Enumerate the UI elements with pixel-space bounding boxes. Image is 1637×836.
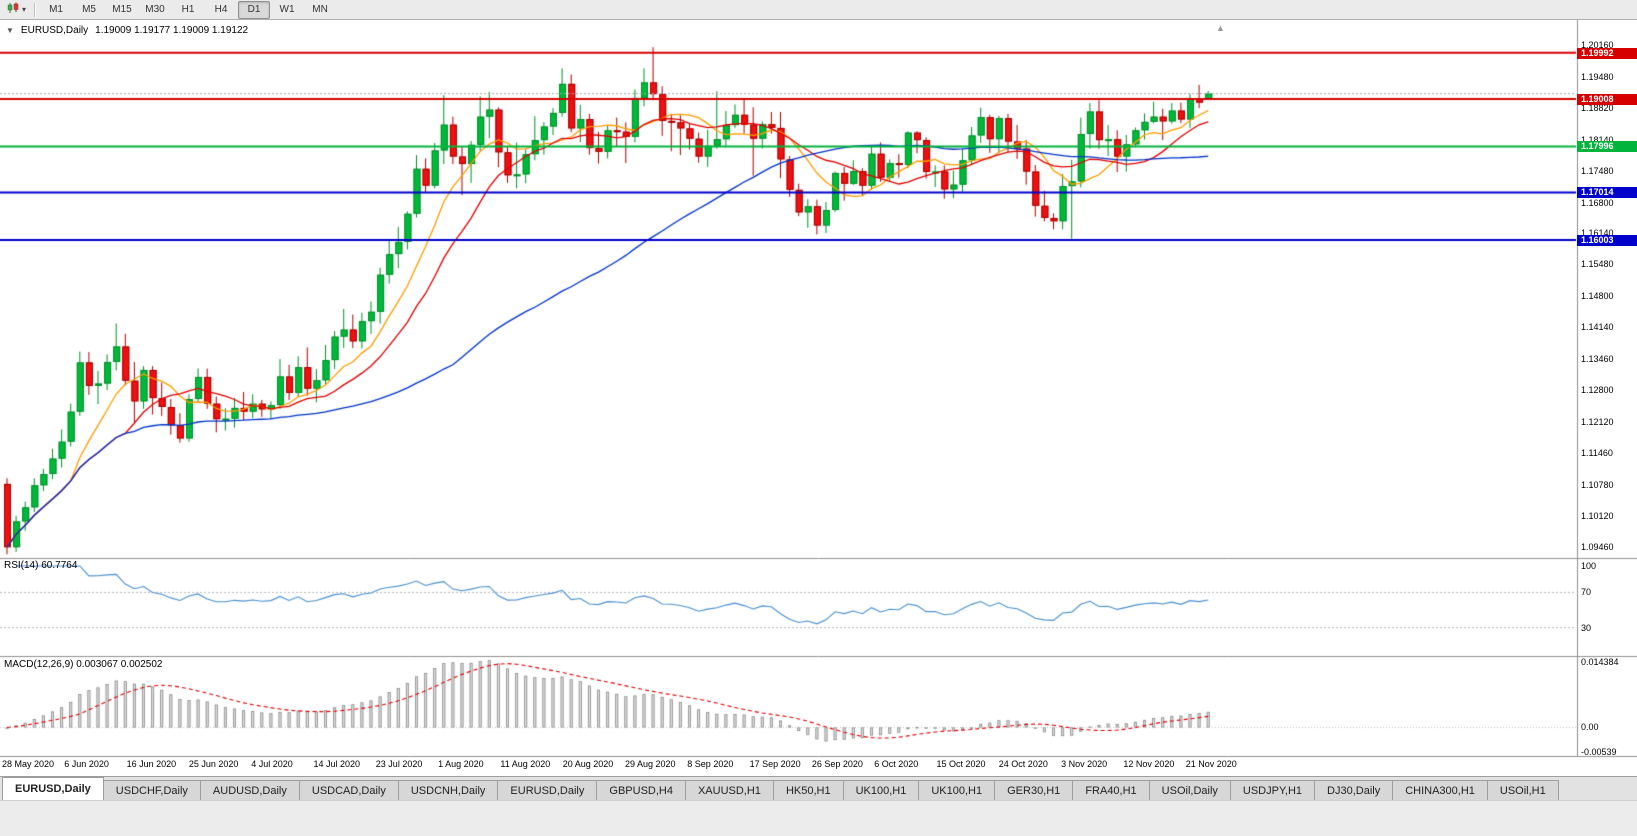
rsi-indicator-label: RSI(14) 60.7764 bbox=[4, 560, 78, 571]
date-axis-label: 16 Jun 2020 bbox=[126, 759, 177, 769]
chart-type-button[interactable]: ▾ bbox=[3, 2, 30, 18]
chart-tab[interactable]: USOil,H1 bbox=[1486, 780, 1559, 800]
price-axis-label: 1.10120 bbox=[1581, 511, 1614, 521]
macd-axis-label: 0.00 bbox=[1581, 722, 1599, 732]
price-axis-label: 1.14140 bbox=[1581, 322, 1614, 332]
date-axis-label: 15 Oct 2020 bbox=[936, 759, 986, 769]
toolbar-separator bbox=[34, 2, 37, 17]
date-axis-label: 24 Oct 2020 bbox=[998, 759, 1048, 769]
price-axis-label: 1.15480 bbox=[1581, 259, 1614, 269]
date-axis-label: 1 Aug 2020 bbox=[438, 759, 484, 769]
date-axis-label: 12 Nov 2020 bbox=[1123, 759, 1175, 769]
status-bar bbox=[0, 800, 1637, 836]
chart-tab[interactable]: GER30,H1 bbox=[994, 780, 1074, 800]
date-axis-label: 6 Oct 2020 bbox=[874, 759, 919, 769]
timeframe-button-m30[interactable]: M30 bbox=[145, 4, 165, 15]
rsi-axis-label: 70 bbox=[1581, 587, 1592, 597]
price-level-tag: 1.16003 bbox=[1577, 235, 1637, 246]
chart-tab[interactable]: EURUSD,Daily bbox=[2, 777, 104, 800]
price-axis-label: 1.20160 bbox=[1581, 40, 1614, 50]
chart-tab-bar: EURUSD,Daily USDCHF,Daily AUDUSD,Daily USDC… bbox=[0, 776, 1637, 800]
chart-tab[interactable]: AUDUSD,Daily bbox=[199, 780, 300, 800]
chart-tab[interactable]: GBPUSD,H4 bbox=[596, 780, 686, 800]
chart-tab[interactable]: USDCHF,Daily bbox=[102, 780, 201, 800]
rsi-axis-label: 30 bbox=[1581, 623, 1592, 633]
price-axis-label: 1.18820 bbox=[1581, 103, 1614, 113]
chevron-down-icon: ▾ bbox=[22, 4, 27, 14]
chart-title: ▼ EURUSD,Daily 1.19009 1.19177 1.19009 1… bbox=[6, 25, 248, 36]
price-axis-label: 1.12120 bbox=[1581, 417, 1614, 427]
chart-tab[interactable]: DJ30,Daily bbox=[1314, 780, 1394, 800]
timeframe-button-d1[interactable]: D1 bbox=[238, 0, 271, 19]
price-axis-label: 1.09460 bbox=[1581, 542, 1614, 552]
chart-symbol-label: EURUSD,Daily bbox=[20, 25, 89, 36]
chart-tab[interactable]: USOil,Daily bbox=[1148, 780, 1231, 800]
collapse-chart-icon[interactable]: ▼ bbox=[6, 26, 14, 35]
price-axis-label: 1.11460 bbox=[1581, 448, 1613, 458]
price-axis-label: 1.19480 bbox=[1581, 72, 1614, 82]
timeframe-button-h1[interactable]: H1 bbox=[181, 4, 195, 15]
date-axis-label: 20 Aug 2020 bbox=[562, 759, 614, 769]
price-axis-label: 1.13460 bbox=[1581, 354, 1614, 364]
price-axis-label: 1.18140 bbox=[1581, 135, 1614, 145]
date-axis-label: 3 Nov 2020 bbox=[1061, 759, 1108, 769]
price-axis-label: 1.16140 bbox=[1581, 228, 1614, 238]
chart-tab[interactable]: USDCNH,Daily bbox=[397, 780, 499, 800]
chart-tab[interactable]: UK100,H1 bbox=[842, 780, 920, 800]
price-level-tag: 1.19992 bbox=[1577, 48, 1637, 59]
chart-tab[interactable]: HK50,H1 bbox=[772, 780, 844, 800]
timeframe-buttons: M1 M5 M15 M30 H1 H4 D1 W1 MN bbox=[40, 0, 337, 19]
date-axis-label: 11 Aug 2020 bbox=[500, 759, 551, 769]
date-axis-label: 4 Jul 2020 bbox=[251, 759, 293, 769]
chart-tab[interactable]: CHINA300,H1 bbox=[1392, 780, 1488, 800]
date-axis-label: 23 Jul 2020 bbox=[375, 759, 423, 769]
macd-axis-label: 0.014384 bbox=[1581, 657, 1619, 667]
timeframe-button-m15[interactable]: M15 bbox=[112, 4, 132, 15]
date-axis-label: 25 Jun 2020 bbox=[188, 759, 239, 769]
chart-shift-marker-icon[interactable]: ▲ bbox=[1216, 23, 1225, 33]
price-axis-label: 1.10780 bbox=[1581, 480, 1614, 490]
date-axis-label: 8 Sep 2020 bbox=[687, 759, 734, 769]
price-level-tag: 1.19008 bbox=[1577, 94, 1637, 105]
date-axis-label: 21 Nov 2020 bbox=[1185, 759, 1237, 769]
macd-axis-label: -0.00539 bbox=[1581, 747, 1617, 757]
timeframe-button-m1[interactable]: M1 bbox=[49, 4, 63, 15]
chart-tab[interactable]: FRA40,H1 bbox=[1072, 780, 1150, 800]
macd-indicator-label: MACD(12,26,9) 0.003067 0.002502 bbox=[4, 659, 163, 670]
price-level-tag: 1.17996 bbox=[1577, 141, 1637, 152]
chart-tab[interactable]: USDCAD,Daily bbox=[298, 780, 399, 800]
date-axis-label: 28 May 2020 bbox=[2, 759, 55, 769]
price-axis-label: 1.16800 bbox=[1581, 198, 1614, 208]
price-axis-label: 1.17480 bbox=[1581, 166, 1614, 176]
timeframe-button-m5[interactable]: M5 bbox=[82, 4, 96, 15]
chart-tab[interactable]: USDJPY,H1 bbox=[1229, 780, 1316, 800]
timeframe-button-w1[interactable]: W1 bbox=[279, 4, 295, 15]
date-axis-label: 17 Sep 2020 bbox=[749, 759, 801, 769]
timeframe-toolbar: ▾ M1 M5 M15 M30 H1 H4 D1 W1 MN bbox=[0, 0, 1637, 20]
price-level-tag: 1.17014 bbox=[1577, 187, 1637, 198]
chart-ohlc-values: 1.19009 1.19177 1.19009 1.19122 bbox=[95, 25, 249, 36]
date-axis-label: 29 Aug 2020 bbox=[625, 759, 676, 769]
chart-tab[interactable]: XAUUSD,H1 bbox=[684, 780, 774, 800]
candlestick-chart-icon bbox=[7, 1, 20, 19]
timeframe-button-h4[interactable]: H4 bbox=[214, 4, 228, 15]
chart-tab[interactable]: EURUSD,Daily bbox=[497, 780, 598, 800]
price-axis-label: 1.12800 bbox=[1581, 385, 1614, 395]
chart-tab[interactable]: UK100,H1 bbox=[918, 780, 996, 800]
timeframe-button-mn[interactable]: MN bbox=[312, 4, 328, 15]
date-axis-label: 14 Jul 2020 bbox=[313, 759, 361, 769]
date-axis-label: 6 Jun 2020 bbox=[64, 759, 109, 769]
date-axis-label: 26 Sep 2020 bbox=[811, 759, 863, 769]
price-axis-label: 1.14800 bbox=[1581, 291, 1614, 301]
rsi-axis-label: 100 bbox=[1581, 561, 1597, 571]
